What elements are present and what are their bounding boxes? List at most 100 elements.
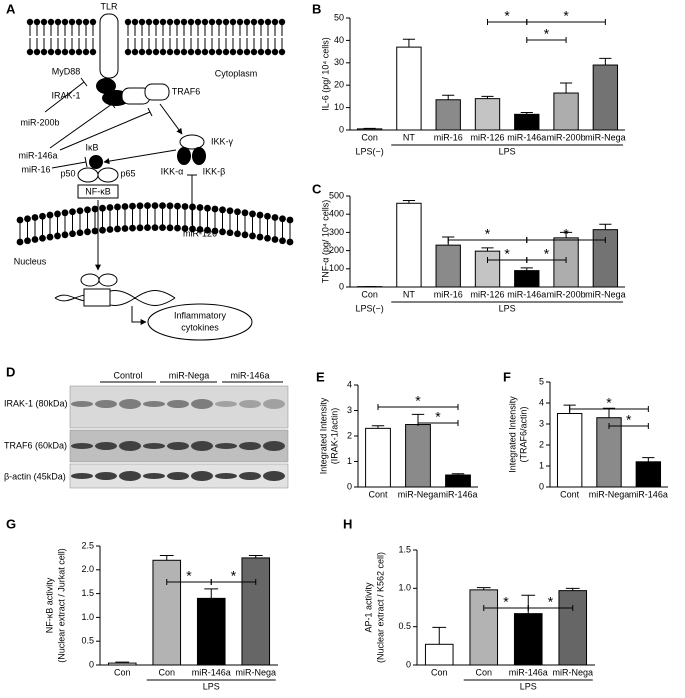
band: [119, 441, 141, 451]
y-axis-label: NF-κB activity: [44, 577, 54, 633]
lipid-head: [173, 48, 181, 56]
lipid-head: [194, 18, 202, 26]
group-label: LPS(−): [356, 303, 384, 313]
x-tick-label: miR-Nega: [398, 489, 439, 499]
nuclear-lipid: [84, 228, 91, 236]
x-tick-label: miR-146a: [438, 489, 477, 499]
lipid-head: [194, 48, 202, 56]
nuclear-lipid: [54, 232, 61, 240]
significance-label: *: [563, 226, 569, 242]
band: [143, 443, 165, 449]
significance-label: *: [544, 26, 550, 42]
nuclear-lipid: [256, 211, 264, 219]
significance-bracket: [377, 404, 459, 410]
nuclear-lipid: [166, 202, 174, 210]
nuclear-lipid: [159, 202, 166, 210]
lipid-head: [33, 48, 41, 56]
bar: [553, 92, 579, 131]
significance-label: *: [626, 412, 632, 428]
x-tick-label: miR-146a: [507, 289, 546, 299]
x-tick-label: miR-200b: [547, 132, 586, 142]
label: Inflammatory: [174, 310, 227, 320]
band: [215, 401, 237, 407]
y-tick-label: 20: [334, 80, 344, 90]
nuclear-lipid: [189, 225, 196, 233]
y-tick-label: 400: [329, 209, 344, 219]
y-tick-label: 0.5: [81, 636, 94, 646]
label: IKK-α: [161, 166, 184, 176]
y-axis-label: (Nuclear extract / K562 cell): [375, 552, 385, 663]
x-tick-label: miR-Nega: [552, 667, 593, 677]
lipid-head: [264, 18, 272, 26]
label: NF-κB: [85, 186, 111, 196]
inhibition: [44, 77, 88, 113]
lipid-head: [229, 48, 237, 56]
band: [167, 442, 189, 450]
lipid-head: [54, 18, 62, 26]
error-bar: [159, 555, 174, 561]
y-tick-label: 1: [539, 460, 544, 470]
label: MyD88: [52, 66, 81, 76]
significance-label: *: [485, 226, 491, 242]
lipid-head: [152, 18, 160, 26]
significance-label: *: [504, 246, 510, 262]
y-tick-label: 1.0: [398, 583, 411, 593]
lipid-head: [124, 18, 132, 26]
significance-bracket: [210, 579, 257, 585]
nuclear-lipid: [151, 202, 159, 210]
nuclear-lipid: [106, 226, 114, 233]
label: p65: [120, 168, 135, 178]
nuclear-lipid: [91, 227, 99, 235]
nuclear-lipid: [264, 212, 271, 220]
significance-bracket: [487, 19, 528, 25]
error-bar: [402, 38, 416, 48]
nuclear-lipid: [31, 214, 39, 221]
bar: [396, 46, 422, 131]
x-tick-label: miR-126: [470, 132, 504, 142]
nuclear-lipid: [69, 230, 76, 238]
y-tick-label: 3: [347, 405, 352, 415]
bar: [241, 557, 271, 666]
nuclear-lipid: [226, 207, 234, 215]
nuclear-lipid: [181, 203, 189, 210]
y-tick-label: 30: [334, 57, 344, 67]
band: [95, 400, 117, 408]
y-tick-label: 500: [329, 190, 344, 200]
x-tick-label: miR-Nega: [585, 132, 626, 142]
x-tick-label: miR-146a: [509, 667, 548, 677]
lipid-head: [82, 48, 90, 56]
lipid-head: [278, 48, 286, 56]
band: [191, 471, 213, 481]
label: IRAK-1: [51, 90, 80, 100]
y-tick-label: 1.0: [81, 612, 94, 622]
band: [191, 399, 213, 409]
nuclear-lipid: [241, 209, 249, 217]
band: [215, 473, 237, 479]
lipid-head: [215, 48, 223, 56]
band: [239, 472, 261, 480]
y-axis-label: AP-1 activity: [363, 582, 373, 633]
error-bar: [481, 247, 494, 252]
band: [71, 443, 93, 449]
lane-group: miR-146a: [230, 370, 269, 380]
x-tick-label: miR-126: [470, 289, 504, 299]
nuclear-lipid: [106, 204, 114, 211]
y-tick-label: 40: [334, 35, 344, 45]
nuclear-lipid: [46, 211, 54, 219]
lipid-head: [201, 48, 209, 56]
nuclear-lipid: [39, 234, 46, 242]
band: [167, 472, 189, 480]
group-label: LPS(−): [356, 146, 384, 156]
x-tick-label: Con: [431, 667, 448, 677]
nuclear-lipid: [241, 231, 249, 239]
lipid-head: [47, 18, 55, 26]
nuclear-lipid: [69, 208, 76, 216]
error-bar: [481, 95, 494, 99]
nuclear-lipid: [39, 212, 46, 220]
nuclear-lipid: [174, 202, 181, 210]
y-tick-label: 2.5: [81, 540, 94, 550]
lipid-head: [82, 18, 90, 26]
panel-letter: E: [316, 369, 325, 384]
lipid-head: [250, 48, 258, 56]
lipid-head: [201, 18, 209, 26]
